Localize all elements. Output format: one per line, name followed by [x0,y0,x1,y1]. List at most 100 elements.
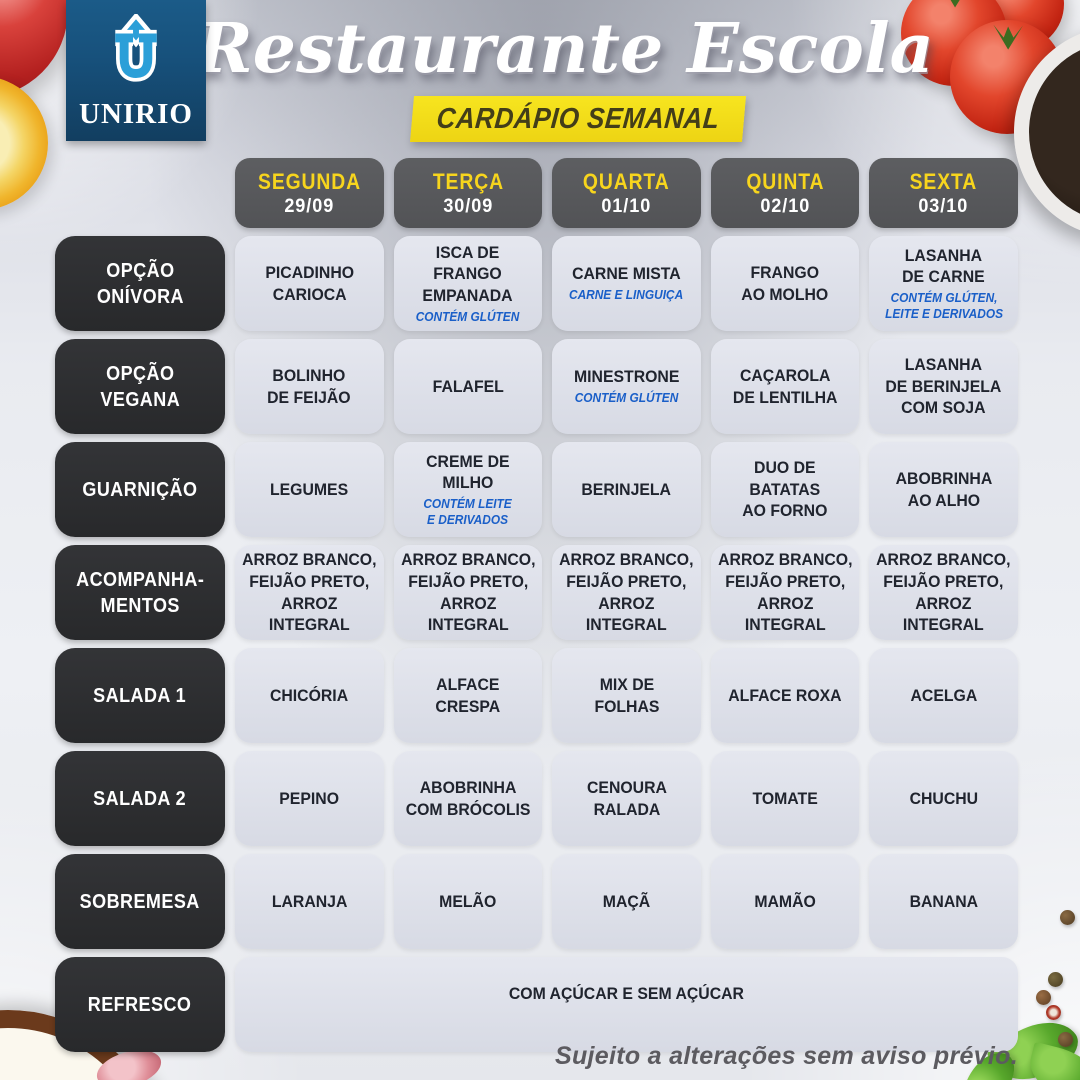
row-header-label: OPÇÃO ONÍVORA [96,259,184,308]
row-header-acompanhamentos: ACOMPANHA- MENTOS [55,545,225,640]
row-header-label: ACOMPANHA- MENTOS [75,568,205,617]
menu-cell: FRANGO AO MOLHO [710,236,860,331]
menu-cell: ABOBRINHA COM BRÓCOLIS [393,751,543,846]
row-header-label: OPÇÃO VEGANA [100,362,180,411]
menu-item-text: FALAFEL [432,376,504,396]
date-label: 03/10 [918,195,969,217]
column-header-sexta: SEXTA 03/10 [869,158,1018,228]
menu-cell: PEPINO [235,751,384,846]
menu-item-text: ISCA DE FRANGO EMPANADA [422,242,513,306]
allergen-note: CARNE E LINGUIÇA [569,288,684,303]
menu-cell: TOMATE [710,751,860,846]
date-label: 02/10 [760,195,811,217]
menu-item-text: ARROZ BRANCO, FEIJÃO PRETO, ARROZ INTEGR… [559,550,694,635]
menu-item-text: CENOURA RALADA [586,777,667,819]
menu-item-text: MELÃO [439,891,497,911]
day-label: TERÇA [432,168,504,194]
row-header-refresco: REFRESCO [55,957,225,1052]
row-header-label: SALADA 1 [93,684,187,707]
row-header-label: SALADA 2 [93,787,187,810]
table-corner-spacer [55,158,225,228]
menu-item-text: CHICÓRIA [270,685,349,705]
menu-cell: ACELGA [869,648,1018,743]
menu-cell: LASANHA DE CARNE CONTÉM GLÚTEN, LEITE E D… [869,236,1018,331]
menu-item-text: ALFACE ROXA [728,685,842,705]
subtitle-text: CARDÁPIO SEMANAL [435,102,721,135]
date-label: 30/09 [442,195,493,217]
row-header-sobremesa: SOBREMESA [55,854,225,949]
menu-item-text: ABOBRINHA COM BRÓCOLIS [405,777,531,819]
menu-item-text: CARNE MISTA [572,264,681,284]
page-title: Restaurante Escola [196,9,934,89]
menu-item-text: BERINJELA [581,479,672,499]
row-header-label: REFRESCO [88,993,192,1016]
lemon-slice-image [0,76,48,210]
unirio-logo: UNIRIO [66,0,206,141]
menu-item-text: CHUCHU [909,788,978,808]
menu-item-text: DUO DE BATATAS AO FORNO [742,457,828,521]
menu-cell: MELÃO [393,854,543,949]
row-header-opcao-onivora: OPÇÃO ONÍVORA [55,236,225,331]
subtitle-banner: CARDÁPIO SEMANAL [409,96,747,142]
menu-item-text: MAÇÃ [602,891,651,911]
row-header-guarnicao: GUARNIÇÃO [55,442,225,537]
menu-cell: CARNE MISTA CARNE E LINGUIÇA [552,236,701,331]
row-header-label: GUARNIÇÃO [82,478,198,501]
menu-item-text: MIX DE FOLHAS [593,674,659,716]
column-header-quarta: QUARTA 01/10 [552,158,701,228]
menu-item-text: LASANHA DE CARNE [902,245,985,287]
column-header-quinta: QUINTA 02/10 [710,158,860,228]
peppercorn-image [1058,1032,1073,1047]
allergen-note: CONTÉM GLÚTEN [416,309,520,324]
menu-cell: ARROZ BRANCO, FEIJÃO PRETO, ARROZ INTEGR… [235,545,384,640]
menu-item-text: LASANHA DE BERINJELA COM SOJA [885,354,1002,418]
menu-cell: CENOURA RALADA [552,751,701,846]
menu-cell: CHICÓRIA [235,648,384,743]
menu-cell: FALAFEL [393,339,543,434]
column-header-terca: TERÇA 30/09 [393,158,543,228]
menu-cell: MIX DE FOLHAS [552,648,701,743]
menu-cell: ISCA DE FRANGO EMPANADA CONTÉM GLÚTEN [393,236,543,331]
peppercorn-image [1060,910,1075,925]
menu-cell: ARROZ BRANCO, FEIJÃO PRETO, ARROZ INTEGR… [869,545,1018,640]
menu-cell-refresco: COM AÇÚCAR E SEM AÇÚCAR [235,957,1018,1052]
menu-item-text: LARANJA [271,891,348,911]
menu-item-text: ARROZ BRANCO, FEIJÃO PRETO, ARROZ INTEGR… [242,550,377,635]
menu-cell: CAÇAROLA DE LENTILHA [710,339,860,434]
disclaimer-text: Sujeito a alterações sem aviso prévio. [555,1042,1018,1070]
menu-cell: MAÇÃ [552,854,701,949]
day-label: QUARTA [583,168,670,194]
menu-cell: CHUCHU [869,751,1018,846]
menu-item-text: PEPINO [279,788,340,808]
menu-cell: BANANA [869,854,1018,949]
menu-item-text: ARROZ BRANCO, FEIJÃO PRETO, ARROZ INTEGR… [400,550,536,635]
menu-cell: ARROZ BRANCO, FEIJÃO PRETO, ARROZ INTEGR… [710,545,860,640]
menu-cell: LARANJA [235,854,384,949]
menu-cell: DUO DE BATATAS AO FORNO [710,442,860,537]
row-header-salada-2: SALADA 2 [55,751,225,846]
menu-item-text: FRANGO AO MOLHO [741,262,829,304]
menu-item-text: ABOBRINHA AO ALHO [895,468,993,510]
column-header-segunda: SEGUNDA 29/09 [235,158,384,228]
peppercorn-image [1046,1005,1061,1020]
menu-item-text: ARROZ BRANCO, FEIJÃO PRETO, ARROZ INTEGR… [876,550,1011,635]
menu-item-text: ACELGA [910,685,978,705]
menu-cell: LASANHA DE BERINJELA COM SOJA [869,339,1018,434]
day-label: QUINTA [746,168,825,194]
peppercorn-image [1048,972,1063,987]
menu-item-text: ARROZ BRANCO, FEIJÃO PRETO, ARROZ INTEGR… [717,550,853,635]
peppercorn-image [1036,990,1051,1005]
menu-item-text: PICADINHO CARIOCA [264,262,354,304]
day-label: SEXTA [909,168,978,194]
menu-item-text: TOMATE [752,788,818,808]
unirio-u-icon [115,14,157,82]
date-label: 29/09 [284,195,335,217]
menu-cell: ALFACE CRESPA [393,648,543,743]
menu-cell: MAMÃO [710,854,860,949]
menu-cell: ALFACE ROXA [710,648,860,743]
allergen-note: CONTÉM GLÚTEN [574,391,679,406]
menu-item-text: BANANA [909,891,978,911]
menu-item-text: COM AÇÚCAR E SEM AÇÚCAR [508,984,745,1003]
menu-cell: ARROZ BRANCO, FEIJÃO PRETO, ARROZ INTEGR… [393,545,543,640]
menu-cell: LEGUMES [235,442,384,537]
